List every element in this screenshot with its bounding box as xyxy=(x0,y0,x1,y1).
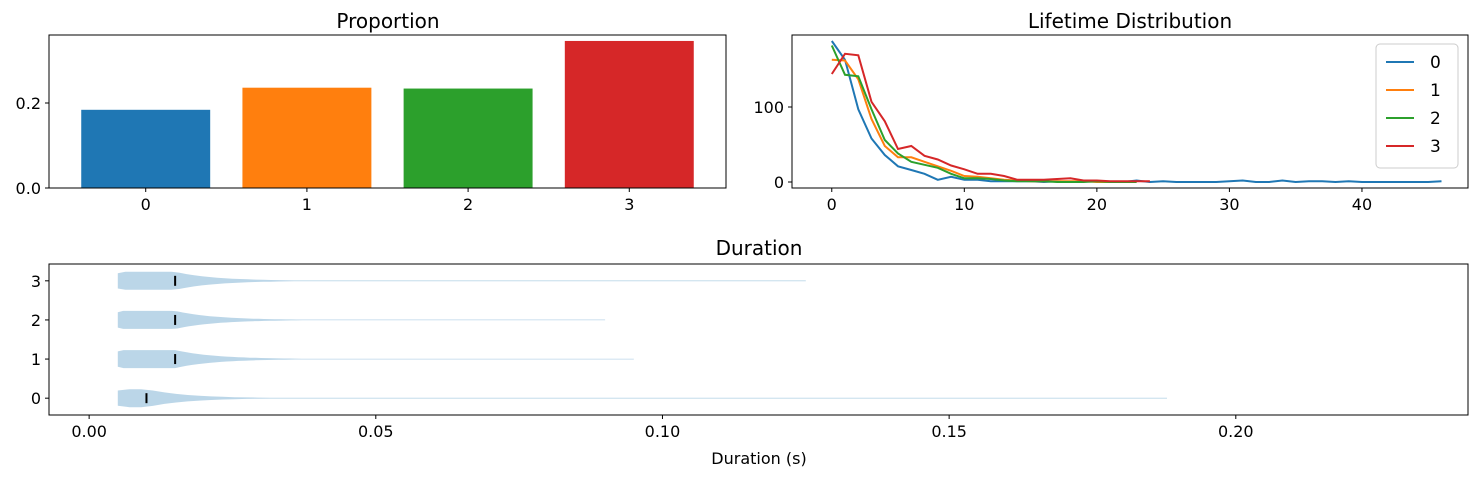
x-tick-label: 0 xyxy=(141,195,151,214)
x-tick-label: 30 xyxy=(1219,195,1239,214)
legend: 0 1 2 3 xyxy=(1375,43,1459,169)
y-tick-label: 0 xyxy=(31,389,41,408)
x-tick-label: 0.00 xyxy=(71,422,107,441)
bar-0 xyxy=(81,109,211,188)
y-tick-label: 2 xyxy=(31,311,41,330)
bar-3 xyxy=(564,40,694,189)
x-tick-label: 0.05 xyxy=(358,422,394,441)
x-tick-label: 1 xyxy=(302,195,312,214)
proportion-bar-chart: Proportion 0 1 2 3 0.0 0.2 xyxy=(16,9,727,214)
y-tick-label: 1 xyxy=(31,350,41,369)
y-tick-label: 0.0 xyxy=(16,179,41,198)
lifetime-line-chart: Lifetime Distribution 0 10 20 30 40 0 100 0 1 2 3 xyxy=(753,9,1469,214)
bar-2 xyxy=(403,88,533,188)
x-tick-label: 40 xyxy=(1352,195,1372,214)
duration-xlabel: Duration (s) xyxy=(711,449,806,468)
duration-axes-frame xyxy=(48,263,1469,416)
y-tick-label: 100 xyxy=(753,98,784,117)
series-line-2 xyxy=(830,45,1137,183)
x-tick-label: 0.20 xyxy=(1218,422,1254,441)
y-tick-label: 0 xyxy=(774,173,784,192)
legend-label-2: 2 xyxy=(1430,109,1441,129)
series-line-3 xyxy=(830,52,1150,183)
violin-2 xyxy=(117,310,606,329)
lifetime-axes-frame xyxy=(791,34,1469,189)
x-tick-label: 3 xyxy=(624,195,634,214)
duration-title: Duration xyxy=(716,236,803,260)
y-tick-label: 0.2 xyxy=(16,94,41,113)
violin-1 xyxy=(117,350,634,369)
x-tick-label: 0 xyxy=(827,195,837,214)
violin-0 xyxy=(117,389,1167,408)
legend-label-1: 1 xyxy=(1430,81,1441,101)
x-tick-label: 0.15 xyxy=(931,422,967,441)
violin-3 xyxy=(117,271,806,290)
x-tick-label: 20 xyxy=(1087,195,1107,214)
legend-label-0: 0 xyxy=(1430,53,1441,73)
x-tick-label: 0.10 xyxy=(645,422,681,441)
legend-box xyxy=(1375,43,1459,169)
legend-label-3: 3 xyxy=(1430,137,1441,157)
proportion-title: Proportion xyxy=(336,9,439,33)
x-tick-label: 2 xyxy=(463,195,473,214)
proportion-axes-frame xyxy=(48,34,727,189)
bar-1 xyxy=(242,87,372,188)
duration-violin-chart: Duration 0.00 0.05 0.10 0.15 0.20 0 1 2 3 Durati… xyxy=(31,236,1469,468)
x-tick-label: 10 xyxy=(954,195,974,214)
y-tick-label: 3 xyxy=(31,272,41,291)
lifetime-title: Lifetime Distribution xyxy=(1028,9,1232,33)
